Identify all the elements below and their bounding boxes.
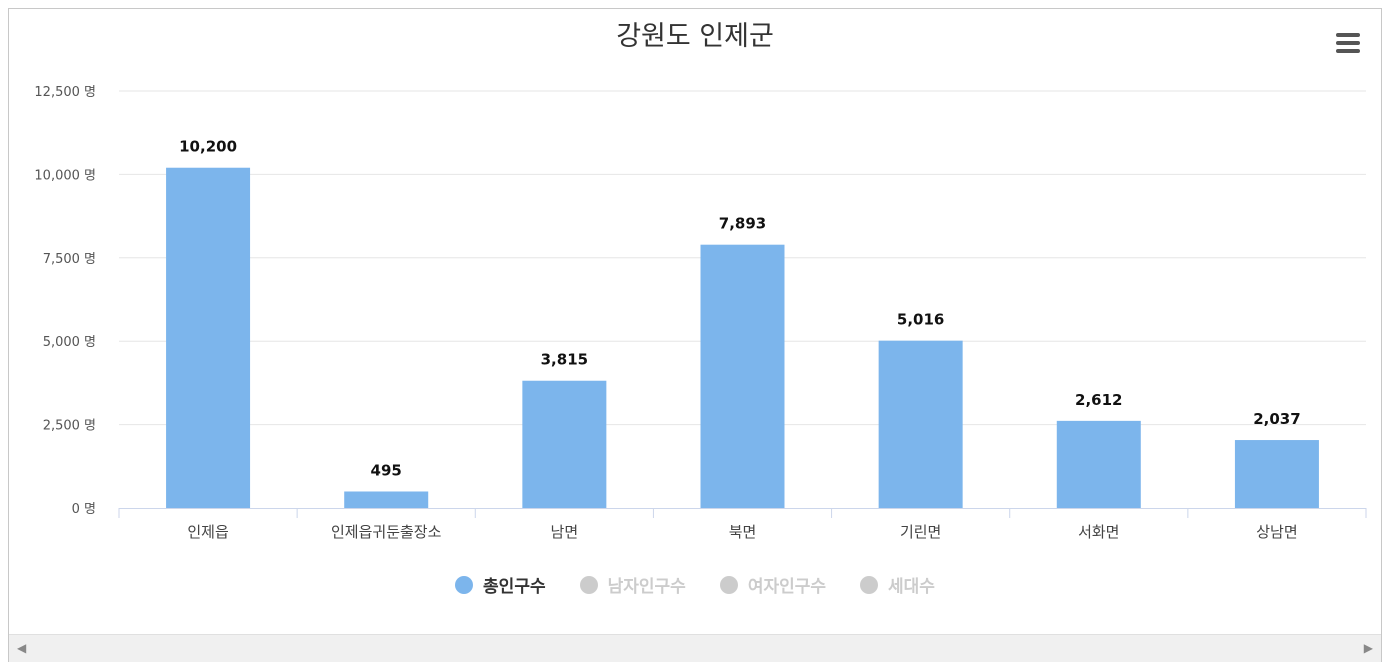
legend-dot-icon [455, 575, 474, 594]
x-tick-label: 서화면 [1078, 523, 1119, 541]
legend-item[interactable]: 총인구수 [455, 572, 546, 597]
data-label: 5,016 [897, 311, 944, 329]
x-tick-label: 인제읍귀둔출장소 [331, 523, 442, 541]
legend-item[interactable]: 남자인구수 [579, 572, 686, 597]
chart-title: 강원도 인제군 [616, 21, 774, 52]
legend-dot-icon [719, 575, 738, 594]
y-tick-label: 0 명 [72, 502, 96, 517]
y-tick-label: 2,500 명 [43, 419, 96, 434]
x-tick-label: 기린면 [900, 523, 941, 541]
legend-item[interactable]: 여자인구수 [719, 572, 827, 597]
legend-dot-icon [860, 575, 879, 594]
legend-dot-icon [579, 575, 598, 594]
y-tick-label: 7,500 명 [43, 252, 96, 267]
legend-item[interactable]: 세대수 [860, 572, 935, 597]
y-tick-label: 5,000 명 [43, 335, 96, 350]
x-tick-label: 남면 [551, 523, 579, 541]
x-tick-label: 상남면 [1256, 523, 1297, 541]
horizontal-scrollbar[interactable]: ◀ ▶ [9, 634, 1381, 662]
chart-legend: 총인구수 남자인구수 여자인구수 세대수 [0, 572, 1390, 597]
x-tick-label: 인제읍 [187, 523, 228, 541]
arrow-left-icon[interactable]: ◀ [17, 641, 27, 655]
legend-label: 남자인구수 [607, 577, 686, 597]
hamburger-icon[interactable] [1333, 30, 1363, 56]
y-tick-label: 12,500 명 [34, 85, 96, 100]
bar[interactable] [344, 491, 429, 508]
legend-label: 총인구수 [483, 577, 546, 597]
bar[interactable] [166, 167, 251, 508]
data-label: 495 [371, 461, 402, 479]
data-label: 2,612 [1075, 391, 1122, 409]
bar[interactable] [1056, 420, 1141, 508]
arrow-right-icon[interactable]: ▶ [1363, 641, 1373, 655]
data-label: 10,200 [179, 138, 237, 156]
legend-label: 세대수 [888, 577, 935, 597]
data-label: 7,893 [719, 215, 766, 233]
y-tick-label: 10,000 명 [34, 168, 96, 183]
bar[interactable] [522, 380, 607, 508]
data-label: 3,815 [541, 351, 588, 369]
legend-label: 여자인구수 [747, 577, 827, 597]
bar[interactable] [878, 340, 963, 508]
bar[interactable] [700, 244, 785, 508]
x-tick-label: 북면 [729, 523, 757, 541]
bar[interactable] [1234, 440, 1319, 508]
data-label: 2,037 [1253, 410, 1300, 428]
